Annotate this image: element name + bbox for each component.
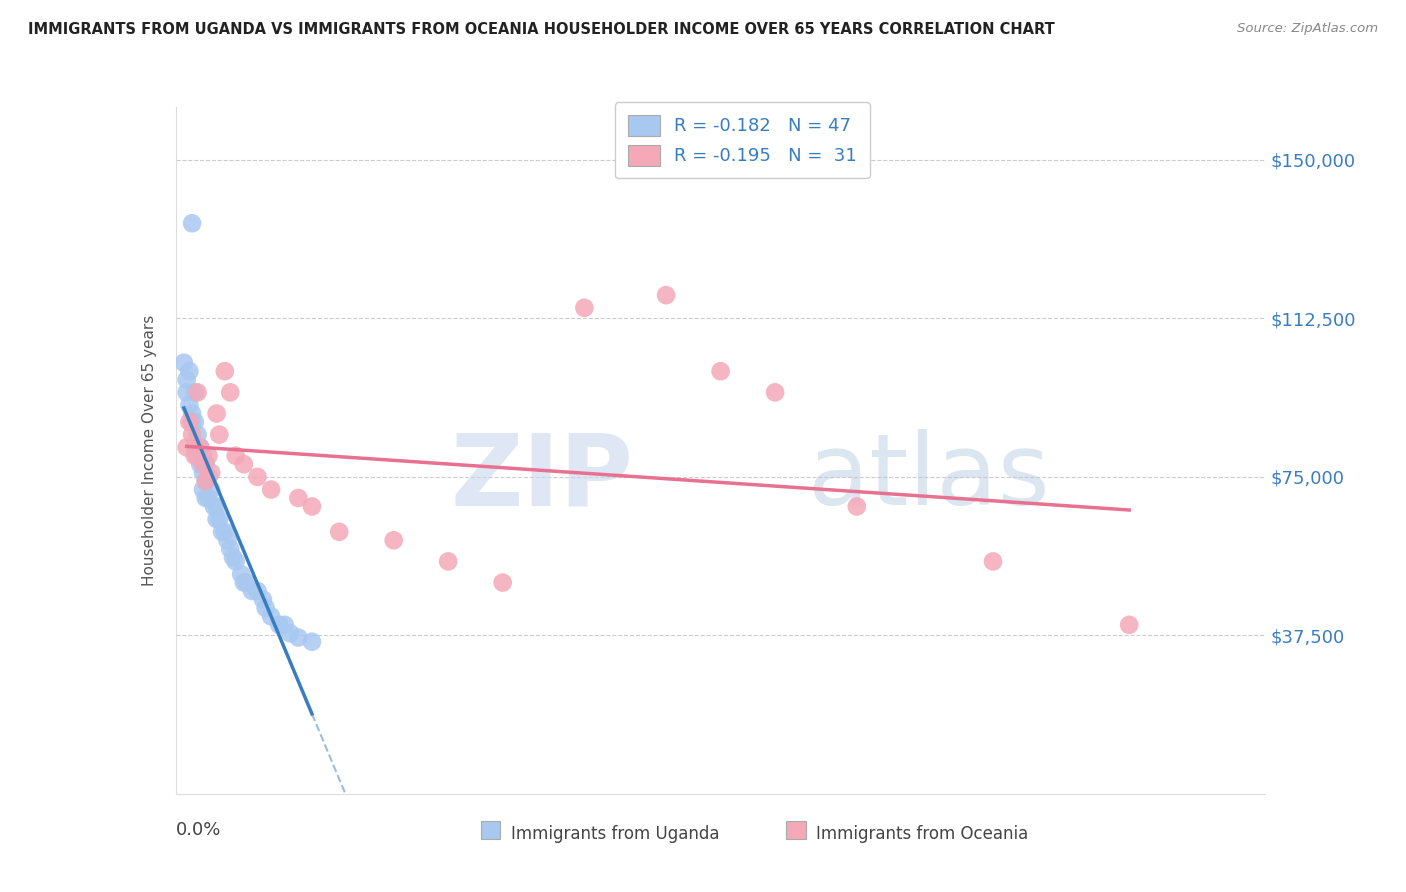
Point [278, 626, 301, 640]
Point [188, 457, 211, 471]
Point [214, 364, 236, 378]
Point [205, 500, 228, 514]
Point [176, 373, 198, 387]
FancyBboxPatch shape [786, 822, 806, 838]
Point [254, 601, 277, 615]
Point [181, 407, 204, 421]
Text: Immigrants from Oceania: Immigrants from Oceania [817, 825, 1029, 843]
Point [225, 554, 247, 568]
Point [232, 575, 254, 590]
Point [287, 491, 309, 505]
Point [173, 356, 195, 370]
Point [240, 584, 263, 599]
Point [211, 524, 233, 539]
Point [246, 584, 269, 599]
Point [208, 427, 231, 442]
Point [191, 466, 214, 480]
Point [194, 474, 217, 488]
Point [274, 617, 297, 632]
Point [437, 554, 460, 568]
Text: atlas: atlas [807, 429, 1049, 526]
Point [186, 385, 209, 400]
Point [191, 449, 214, 463]
Text: Immigrants from Uganda: Immigrants from Uganda [512, 825, 720, 843]
Point [188, 440, 211, 454]
Point [176, 440, 198, 454]
Point [194, 491, 217, 505]
Point [184, 449, 207, 463]
Point [179, 364, 201, 378]
Text: 0.0%: 0.0% [176, 822, 221, 839]
Point [205, 512, 228, 526]
Point [252, 592, 274, 607]
Point [492, 575, 515, 590]
Point [200, 466, 222, 480]
Point [382, 533, 405, 548]
Point [194, 457, 217, 471]
Point [574, 301, 596, 315]
Point [269, 617, 291, 632]
Point [219, 541, 242, 556]
Point [301, 500, 323, 514]
Point [710, 364, 733, 378]
Point [202, 500, 225, 514]
Point [205, 407, 228, 421]
Point [287, 631, 309, 645]
Text: ZIP: ZIP [450, 429, 633, 526]
Point [179, 398, 201, 412]
Point [217, 533, 239, 548]
Point [214, 524, 236, 539]
Point [188, 440, 211, 454]
Point [208, 512, 231, 526]
Point [197, 491, 219, 505]
Point [197, 470, 219, 484]
Point [179, 415, 201, 429]
Point [981, 554, 1004, 568]
Point [191, 483, 214, 497]
Point [328, 524, 350, 539]
Point [231, 567, 253, 582]
Point [197, 449, 219, 463]
Point [222, 550, 245, 565]
Point [225, 449, 247, 463]
Point [200, 483, 222, 497]
Legend: R = -0.182   N = 47, R = -0.195   N =  31: R = -0.182 N = 47, R = -0.195 N = 31 [614, 103, 870, 178]
Point [301, 634, 323, 648]
Point [763, 385, 786, 400]
Point [219, 385, 242, 400]
Point [246, 470, 269, 484]
Point [184, 415, 207, 429]
Point [184, 385, 207, 400]
Point [186, 449, 209, 463]
Point [194, 474, 217, 488]
Point [655, 288, 678, 302]
FancyBboxPatch shape [481, 822, 501, 838]
Point [191, 457, 214, 471]
Point [184, 440, 207, 454]
Point [181, 427, 204, 442]
Point [260, 483, 283, 497]
Point [1118, 617, 1140, 632]
Point [260, 609, 283, 624]
Point [232, 457, 254, 471]
Y-axis label: Householder Income Over 65 years: Householder Income Over 65 years [142, 315, 157, 586]
Point [176, 385, 198, 400]
Point [186, 427, 209, 442]
Point [845, 500, 868, 514]
Point [181, 415, 204, 429]
Text: IMMIGRANTS FROM UGANDA VS IMMIGRANTS FROM OCEANIA HOUSEHOLDER INCOME OVER 65 YEA: IMMIGRANTS FROM UGANDA VS IMMIGRANTS FRO… [28, 22, 1054, 37]
Point [235, 575, 257, 590]
Point [181, 216, 204, 230]
Text: Source: ZipAtlas.com: Source: ZipAtlas.com [1237, 22, 1378, 36]
